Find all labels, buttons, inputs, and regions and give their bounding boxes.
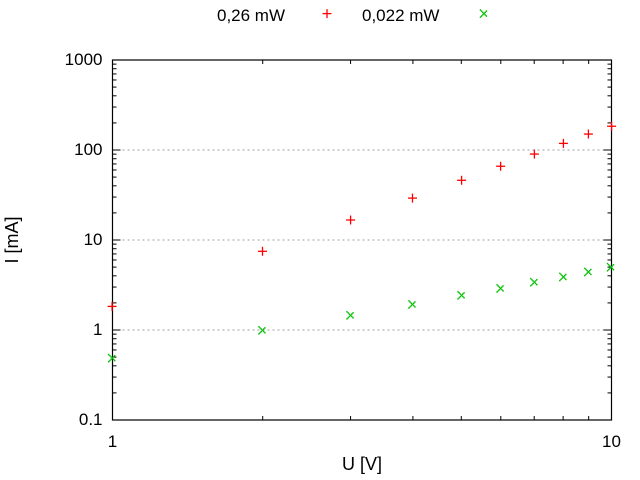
svg-text:10: 10 bbox=[84, 230, 103, 249]
svg-text:1: 1 bbox=[108, 432, 117, 451]
svg-text:100: 100 bbox=[74, 140, 102, 159]
svg-text:I [mA]: I [mA] bbox=[2, 216, 22, 263]
svg-text:0,022 mW: 0,022 mW bbox=[362, 6, 439, 25]
svg-text:U [V]: U [V] bbox=[342, 454, 382, 474]
svg-text:10: 10 bbox=[602, 432, 621, 451]
svg-text:1: 1 bbox=[93, 320, 102, 339]
svg-text:1000: 1000 bbox=[65, 50, 103, 69]
svg-text:0,26 mW: 0,26 mW bbox=[217, 6, 285, 25]
svg-text:0.1: 0.1 bbox=[79, 410, 103, 429]
